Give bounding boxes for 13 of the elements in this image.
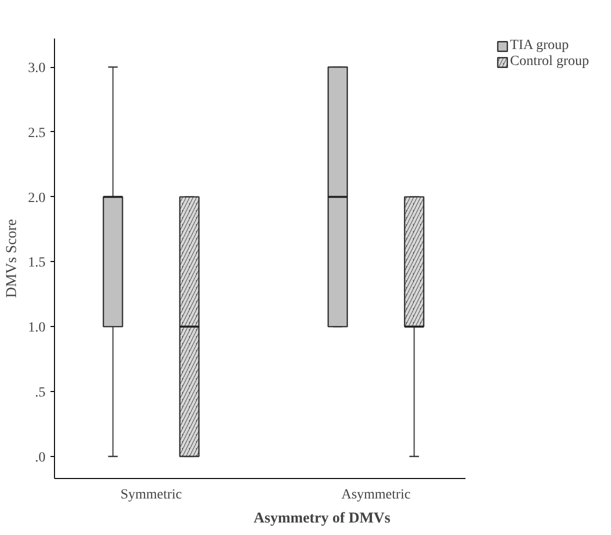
x-tick-label: Asymmetric (341, 488, 411, 502)
y-axis-title: DMVs Score (4, 218, 20, 298)
y-tick-label: .0 (35, 450, 46, 466)
y-tick-label: 1.5 (28, 256, 46, 271)
legend-label: Control group (510, 54, 589, 70)
y-tick-label: 3.0 (28, 61, 46, 76)
y-tick-label: .5 (35, 386, 46, 401)
y-tick-label: 2.5 (28, 126, 46, 141)
y-tick-label: 1.0 (28, 320, 46, 336)
x-axis-title: Asymmetry of DMVs (254, 510, 390, 526)
y-tick-label: 2.0 (28, 190, 46, 206)
x-tick-label: Symmetric (120, 488, 182, 502)
legend-label: TIA group (510, 38, 569, 54)
